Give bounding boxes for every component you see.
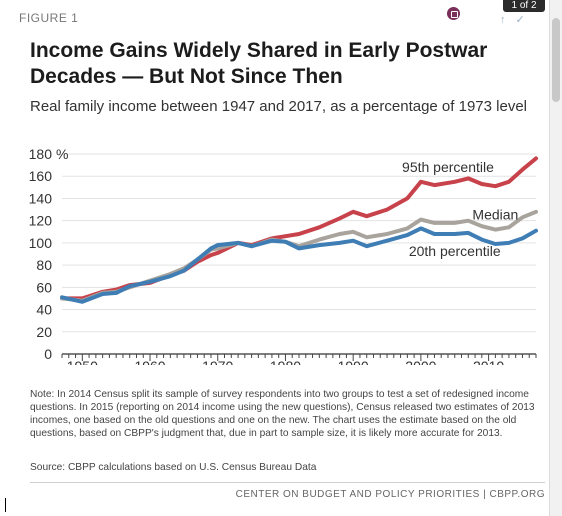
scrollbar-thumb[interactable] [552, 18, 560, 102]
text-cursor [5, 498, 6, 512]
chart-subtitle: Real family income between 1947 and 2017… [30, 98, 545, 115]
x-tick-label: 2000 [405, 358, 436, 365]
y-tick-label: 100 [29, 235, 53, 251]
chart-note: Note: In 2014 Census split its sample of… [30, 388, 538, 440]
y-tick-label: 180 [29, 146, 53, 162]
figure-frame: FIGURE 1 ↑✓ 1 of 2 Income Gains Widely S… [0, 0, 549, 516]
x-tick-label: 1990 [338, 358, 369, 365]
embed-icon[interactable] [447, 7, 460, 20]
x-tick-label: 1960 [134, 358, 165, 365]
x-tick-label: 1950 [67, 358, 98, 365]
footer-divider [30, 482, 545, 483]
share-icons: ↑✓ [500, 13, 535, 26]
page-indicator: 1 of 2 [503, 0, 545, 12]
y-tick-label: 40 [36, 302, 52, 318]
chart-title: Income Gains Widely Shared in Early Post… [30, 38, 540, 90]
y-tick-label: 60 [36, 279, 52, 295]
footer-credit: CENTER ON BUDGET AND POLICY PRIORITIES |… [30, 489, 545, 500]
y-tick-label: 160 [29, 168, 53, 184]
x-tick-label: 1970 [202, 358, 233, 365]
line-chart: 0 20 40 60 80 100 120 140 160 180% 1950 1960 1970 198… [0, 140, 549, 365]
twitter-icon[interactable]: ✓ [516, 14, 535, 26]
chart-source: Source: CBPP calculations based on U.S. … [30, 462, 538, 473]
y-tick-label: 140 [29, 190, 53, 206]
y-tick-label: 20 [36, 324, 52, 340]
y-tick-label: 80 [36, 257, 52, 273]
series-label: Median [472, 207, 518, 223]
x-tick-label: 2010 [473, 358, 504, 365]
series-label: 20th percentile [409, 243, 501, 259]
y-tick-label: 120 [29, 213, 53, 229]
y-tick-unit: % [56, 146, 68, 162]
x-tick-label: 1980 [270, 358, 301, 365]
y-tick-label: 0 [44, 346, 52, 362]
vertical-scrollbar[interactable] [549, 0, 562, 516]
share-icon[interactable]: ↑ [500, 14, 516, 26]
figure-label: FIGURE 1 [19, 11, 78, 25]
series-label: 95th percentile [402, 159, 494, 175]
series-line-0 [62, 158, 536, 298]
